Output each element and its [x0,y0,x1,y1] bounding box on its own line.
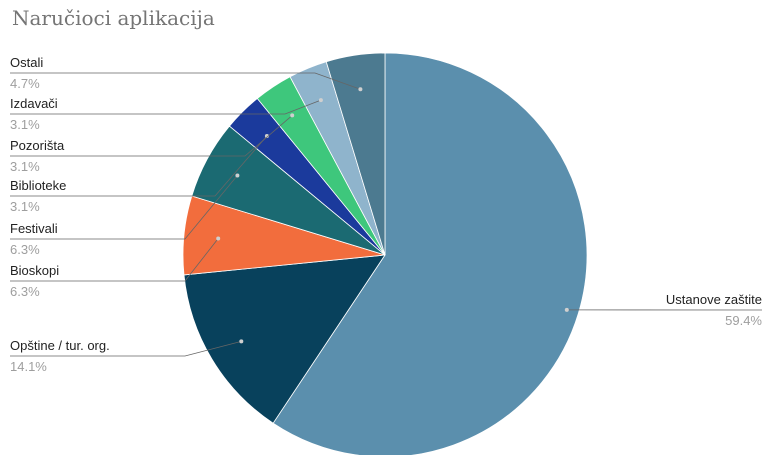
slice-label-opstine-tur-org: Opštine / tur. org. [10,338,110,353]
slice-percent-izdavaci: 3.1% [10,117,40,132]
leader-dot-ustanove-zastite [564,307,569,312]
slice-ustanove-zastite [272,52,588,455]
slice-label-izdavaci: Izdavači [10,96,58,111]
slice-label-pozorista: Pozorišta [10,138,65,153]
leader-dot-festivali [235,173,240,178]
leader-dot-ostali [358,87,363,92]
chart-title: Naručioci aplikacija [12,6,215,30]
leader-dot-izdavaci [318,98,323,103]
leader-line-izdavaci [10,99,322,115]
leader-line-bioskopi [10,238,219,282]
slice-percent-bioskopi: 6.3% [10,284,40,299]
slice-percent-festivali: 6.3% [10,242,40,257]
slice-label-biblioteke: Biblioteke [10,178,66,193]
slice-percent-pozorista: 3.1% [10,159,40,174]
leader-dot-biblioteke [264,134,269,138]
slice-percent-ustanove-zastite: 59.4% [725,313,762,328]
slice-ostali [325,52,386,256]
leader-line-biblioteke [10,135,268,197]
leader-dot-pozorista [290,113,295,118]
slice-opstine-tur-org [183,254,386,424]
leader-line-opstine-tur-org [10,341,242,357]
leader-line-festivali [10,175,238,240]
slice-label-bioskopi: Bioskopi [10,263,59,278]
leader-dot-opstine-tur-org [239,339,244,344]
slice-label-ustanove-zastite: Ustanove zaštite [666,292,762,307]
leader-dot-bioskopi [216,236,221,241]
slice-percent-biblioteke: 3.1% [10,199,40,214]
leader-line-pozorista [10,115,293,157]
leader-line-ostali [10,72,361,90]
slice-label-ostali: Ostali [10,55,43,70]
slice-percent-opstine-tur-org: 14.1% [10,359,47,374]
slice-label-festivali: Festivali [10,221,58,236]
pie-labels: Ustanove zaštite 59.4% Opštine / tur. org.… [10,55,762,374]
pie-slices [182,52,588,455]
slice-percent-ostali: 4.7% [10,76,40,91]
